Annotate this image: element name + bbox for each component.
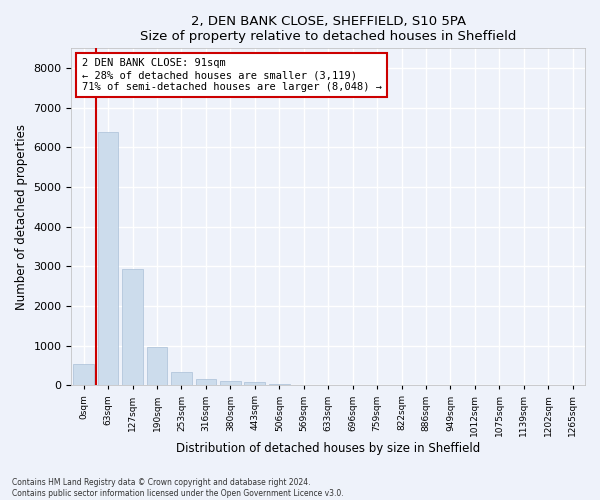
Y-axis label: Number of detached properties: Number of detached properties — [15, 124, 28, 310]
Text: Contains HM Land Registry data © Crown copyright and database right 2024.
Contai: Contains HM Land Registry data © Crown c… — [12, 478, 344, 498]
Bar — [122, 269, 143, 386]
Bar — [146, 347, 167, 386]
Title: 2, DEN BANK CLOSE, SHEFFIELD, S10 5PA
Size of property relative to detached hous: 2, DEN BANK CLOSE, SHEFFIELD, S10 5PA Si… — [140, 15, 517, 43]
Bar — [220, 381, 241, 386]
Bar — [73, 364, 94, 386]
X-axis label: Distribution of detached houses by size in Sheffield: Distribution of detached houses by size … — [176, 442, 481, 455]
Bar — [98, 132, 118, 386]
Bar — [293, 384, 314, 386]
Bar — [269, 384, 290, 386]
Text: 2 DEN BANK CLOSE: 91sqm
← 28% of detached houses are smaller (3,119)
71% of semi: 2 DEN BANK CLOSE: 91sqm ← 28% of detache… — [82, 58, 382, 92]
Bar — [196, 379, 217, 386]
Bar — [244, 382, 265, 386]
Bar — [171, 372, 192, 386]
